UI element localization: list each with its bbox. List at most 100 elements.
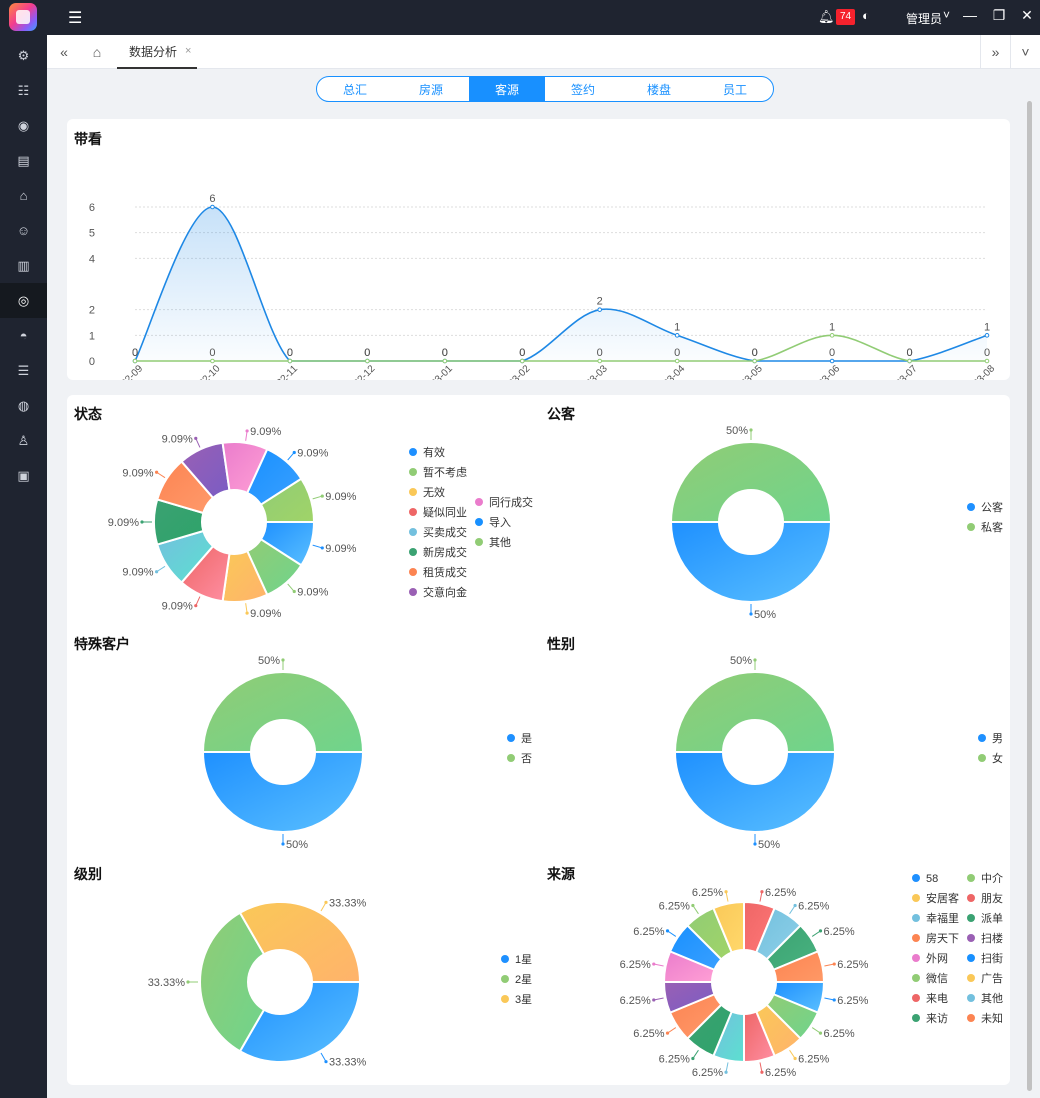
- restore-button[interactable]: ❐: [992, 7, 1006, 23]
- legend-label: 2星: [515, 973, 532, 986]
- segment-5[interactable]: 员工: [722, 82, 747, 97]
- y-tick-label: 2: [89, 305, 95, 317]
- legend-label: 暂不考虑: [423, 466, 467, 479]
- legend-marker: [501, 955, 509, 963]
- x-tick-label: 2023-06: [808, 363, 842, 380]
- label-line: [312, 495, 323, 500]
- person-icon[interactable]: ♙: [17, 432, 30, 448]
- label-dot: [691, 903, 695, 908]
- slice-label: 9.09%: [162, 601, 193, 613]
- sidebar: ⚙ ☷ ◉ ▤ ⌂ ☺ ▥ ◎ ◓ ☰ ◍ ♙ ▣: [0, 35, 47, 1098]
- label-dot: [245, 611, 249, 615]
- team-icon[interactable]: ☰: [17, 362, 30, 378]
- segment-4[interactable]: 楼盘: [646, 82, 671, 97]
- legend-marker: [409, 448, 417, 456]
- label-dot: [292, 450, 296, 455]
- label-dot: [292, 589, 296, 594]
- slice-label: 50%: [730, 655, 752, 667]
- label-dot: [665, 929, 670, 933]
- legend-marker: [967, 914, 975, 922]
- data-label: 0: [829, 347, 835, 359]
- legend-label: 未知: [981, 1011, 1003, 1025]
- slice-label: 6.25%: [659, 1053, 690, 1065]
- notification-badge[interactable]: 74: [836, 9, 856, 25]
- pie-slice: [238, 981, 362, 1063]
- settings-icon[interactable]: ⚙: [17, 47, 30, 63]
- close-icon[interactable]: ×: [185, 45, 192, 57]
- legend-marker: [912, 894, 920, 902]
- legend-label: 有效: [423, 445, 445, 459]
- slice-label: 9.09%: [297, 587, 328, 599]
- label-dot: [281, 658, 285, 662]
- legend-label: 微信: [926, 971, 948, 985]
- document-icon[interactable]: ▥: [17, 257, 30, 273]
- list-icon[interactable]: ☷: [17, 82, 30, 98]
- legend-marker: [967, 1014, 975, 1022]
- legend-label: 交意向金: [423, 585, 467, 599]
- slice-label: 9.09%: [122, 467, 153, 479]
- label-dot: [281, 842, 285, 846]
- label-dot: [724, 1070, 728, 1074]
- legend-marker: [409, 588, 417, 596]
- user-icon[interactable]: ◓: [19, 328, 28, 343]
- label-line: [653, 997, 664, 1001]
- collapse-left-icon[interactable]: «: [60, 44, 68, 60]
- legend-label: 男: [992, 733, 1003, 745]
- scrollbar-thumb[interactable]: [1027, 101, 1032, 1091]
- x-tick-label: 2022-10: [189, 363, 223, 380]
- tab-bar: « ⌂ 数据分析 × » ˅: [47, 35, 1040, 69]
- label-dot: [724, 890, 728, 894]
- legend-marker: [967, 974, 975, 982]
- chart-title: 带看: [74, 131, 102, 147]
- segment-3[interactable]: 签约: [570, 82, 595, 97]
- scrollbar[interactable]: [1024, 69, 1040, 1098]
- home-icon[interactable]: ⌂: [92, 44, 102, 60]
- data-point: [829, 333, 835, 338]
- data-label: 1: [829, 321, 835, 333]
- theme-palette-icon[interactable]: ◐: [862, 8, 870, 23]
- label-line: [156, 471, 166, 479]
- legend-label: 朋友: [981, 891, 1003, 905]
- label-dot: [652, 962, 656, 966]
- label-line: [245, 430, 248, 441]
- slice-label: 6.25%: [837, 959, 868, 971]
- bell-icon[interactable]: 🔔︎: [818, 9, 835, 24]
- legend-label: 否: [521, 753, 532, 765]
- y-tick-label: 0: [89, 356, 95, 368]
- location-icon[interactable]: ◎: [0, 283, 47, 318]
- segment-2[interactable]: 客源: [469, 77, 545, 101]
- legend-marker: [978, 734, 986, 742]
- store-icon[interactable]: ▤: [17, 152, 30, 168]
- tab-data-analysis[interactable]: 数据分析 ×: [117, 35, 197, 69]
- segment-0[interactable]: 总汇: [342, 82, 367, 97]
- slice-label: 6.25%: [765, 1067, 796, 1079]
- label-dot: [760, 1070, 764, 1074]
- scroll-right-icon[interactable]: »: [980, 35, 1010, 69]
- x-tick-label: 2023-04: [654, 363, 688, 380]
- customer-icon[interactable]: ☺: [16, 223, 31, 238]
- report-icon[interactable]: ▣: [17, 467, 30, 483]
- chart-title: 来源: [546, 866, 575, 882]
- slice-label: 9.09%: [162, 433, 193, 445]
- menu-fold-icon[interactable]: ☰: [68, 10, 83, 27]
- house-icon[interactable]: ⌂: [19, 188, 28, 203]
- chevron-down-icon[interactable]: ˅: [943, 8, 951, 22]
- browser-icon[interactable]: ◍: [17, 397, 30, 413]
- minimize-button[interactable]: —: [963, 7, 977, 23]
- legend-marker: [912, 914, 920, 922]
- legend-label: 私客: [981, 520, 1003, 534]
- legend-marker: [507, 754, 515, 762]
- legend-label: 是: [521, 732, 532, 745]
- slice-label: 9.09%: [325, 543, 356, 555]
- close-button[interactable]: ✕: [1021, 7, 1033, 23]
- data-point: [287, 358, 293, 364]
- slice-label: 6.25%: [659, 901, 690, 913]
- user-menu[interactable]: 管理员: [906, 12, 943, 26]
- chevron-down-icon[interactable]: ˅: [1010, 35, 1040, 69]
- segment-1[interactable]: 房源: [418, 82, 443, 97]
- data-point: [984, 333, 990, 338]
- label-line: [725, 891, 729, 902]
- label-line: [312, 544, 323, 549]
- label-line: [824, 963, 835, 967]
- wechat-icon[interactable]: ◉: [17, 117, 30, 133]
